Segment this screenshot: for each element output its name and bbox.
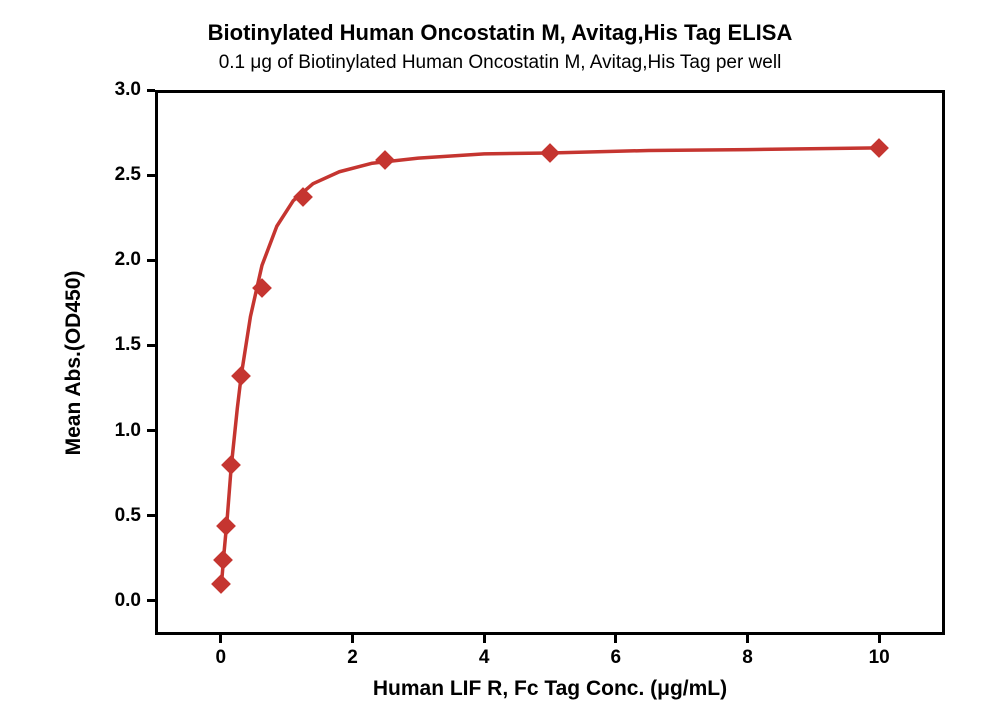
axis-bottom bbox=[155, 632, 945, 635]
x-tick bbox=[351, 635, 354, 643]
y-axis-title: Mean Abs.(OD450) bbox=[62, 90, 86, 635]
x-tick bbox=[219, 635, 222, 643]
axis-left bbox=[155, 90, 158, 635]
x-tick-label: 10 bbox=[869, 647, 890, 669]
x-tick-label: 2 bbox=[347, 647, 358, 669]
x-axis-title: Human LIF R, Fc Tag Conc. (μg/mL) bbox=[155, 677, 945, 701]
x-tick-label: 8 bbox=[742, 647, 753, 669]
x-tick bbox=[878, 635, 881, 643]
y-tick bbox=[147, 344, 155, 347]
x-tick bbox=[746, 635, 749, 643]
x-tick bbox=[614, 635, 617, 643]
y-tick-label: 1.0 bbox=[97, 420, 141, 442]
y-tick bbox=[147, 174, 155, 177]
y-tick-label: 2.5 bbox=[97, 164, 141, 186]
x-tick-label: 6 bbox=[611, 647, 622, 669]
y-tick-label: 2.0 bbox=[97, 249, 141, 271]
y-tick bbox=[147, 514, 155, 517]
y-tick bbox=[147, 599, 155, 602]
axis-right bbox=[942, 90, 945, 635]
axis-top bbox=[155, 90, 945, 93]
x-tick bbox=[483, 635, 486, 643]
x-tick-label: 4 bbox=[479, 647, 490, 669]
y-tick bbox=[147, 429, 155, 432]
y-tick-label: 0.0 bbox=[97, 590, 141, 612]
x-tick-label: 0 bbox=[216, 647, 227, 669]
y-tick-label: 3.0 bbox=[97, 79, 141, 101]
y-tick bbox=[147, 259, 155, 262]
y-tick-label: 1.5 bbox=[97, 334, 141, 356]
fitted-curve bbox=[0, 0, 1000, 714]
curve-path bbox=[221, 148, 879, 584]
y-tick bbox=[147, 89, 155, 92]
y-tick-label: 0.5 bbox=[97, 505, 141, 527]
elisa-chart: Biotinylated Human Oncostatin M, Avitag,… bbox=[0, 0, 1000, 714]
